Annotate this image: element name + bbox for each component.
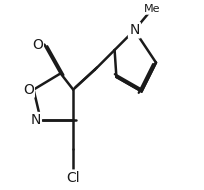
Text: N: N bbox=[30, 113, 41, 127]
Text: O: O bbox=[23, 83, 34, 97]
Text: Cl: Cl bbox=[66, 171, 80, 185]
Text: Me: Me bbox=[144, 4, 161, 14]
Text: N: N bbox=[129, 23, 140, 37]
Text: O: O bbox=[32, 38, 43, 52]
